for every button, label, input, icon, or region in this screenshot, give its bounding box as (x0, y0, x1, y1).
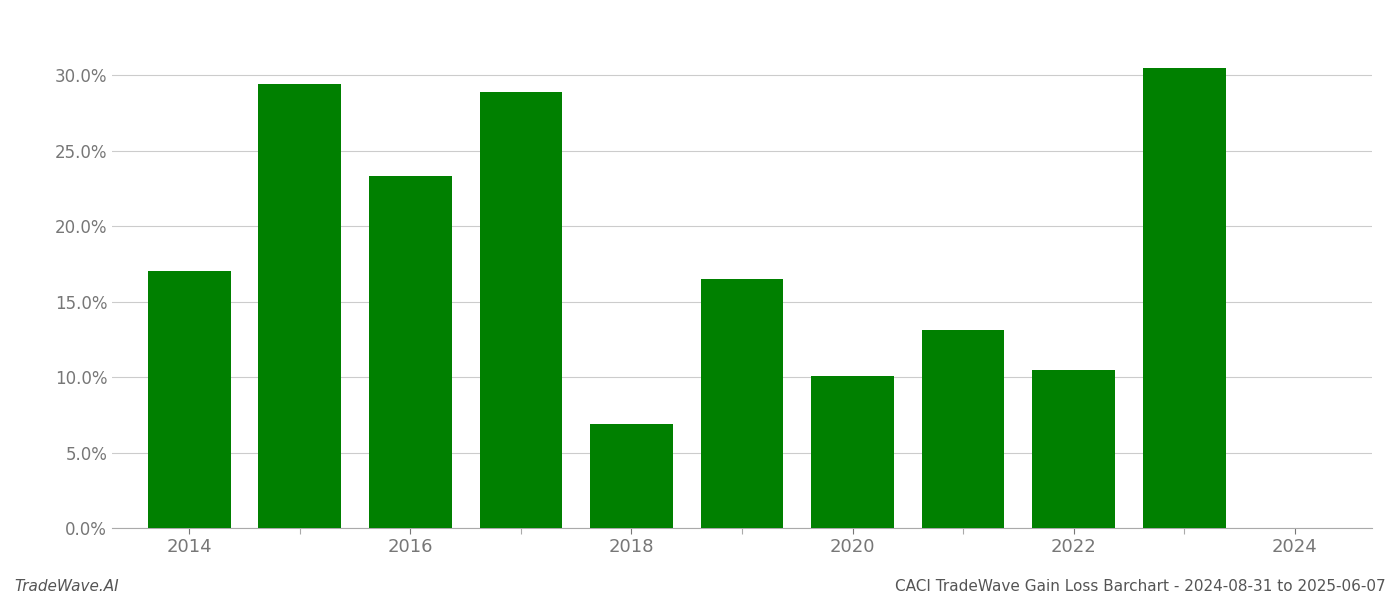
Text: CACI TradeWave Gain Loss Barchart - 2024-08-31 to 2025-06-07: CACI TradeWave Gain Loss Barchart - 2024… (896, 579, 1386, 594)
Bar (1032, 370, 1114, 528)
Bar (589, 424, 673, 528)
Bar (1142, 68, 1225, 528)
Bar (259, 85, 342, 528)
Bar (479, 92, 563, 528)
Bar (148, 271, 231, 528)
Bar (370, 176, 452, 528)
Bar (811, 376, 895, 528)
Bar (700, 279, 784, 528)
Bar (921, 331, 1004, 528)
Text: TradeWave.AI: TradeWave.AI (14, 579, 119, 594)
